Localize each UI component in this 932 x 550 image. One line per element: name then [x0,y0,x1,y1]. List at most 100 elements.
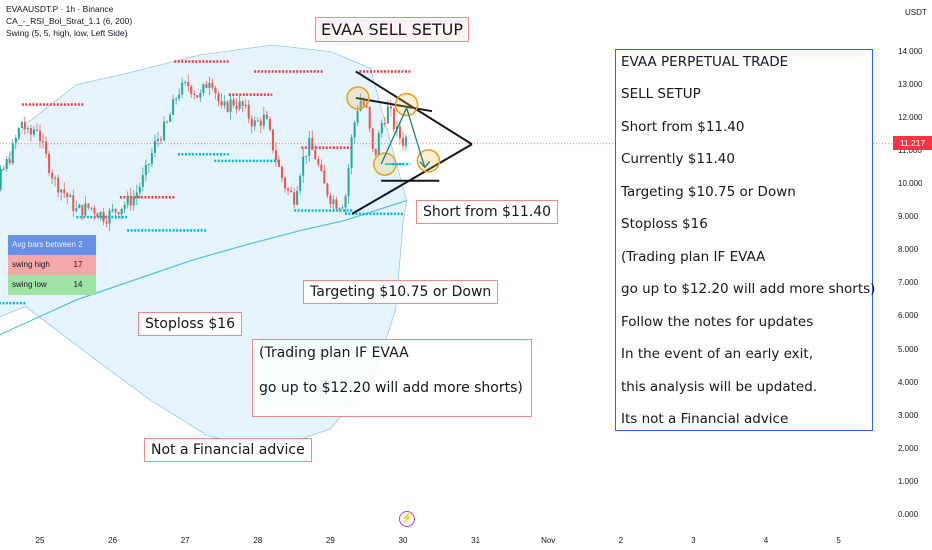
price-tick-label: 14.000 [898,46,923,56]
time-tick-label: 26 [108,536,118,545]
candle-body [314,149,317,160]
candle-body [66,193,69,198]
trading-plan-annotation[interactable]: (Trading plan IF EVAA go up to $12.20 wi… [252,339,532,417]
price-tick-label: 0.000 [898,510,919,519]
target-annotation[interactable]: Targeting $10.75 or Down [303,280,499,304]
candle-body [256,120,259,122]
candle-body [317,159,320,165]
candle-body [120,208,123,215]
candle-body [147,163,150,165]
indicator-swing[interactable]: Swing (5, 5, high, low, Left Side) [6,28,128,38]
plan-line-1: (Trading plan IF EVAA [259,345,409,361]
time-tick-label: 25 [35,536,45,545]
disclaimer-annotation[interactable]: Not a Financial advice [144,438,312,462]
candle-body [244,104,247,107]
candle-body [57,177,60,193]
candle-body [63,189,66,194]
candle-body [129,195,132,206]
candle-body [166,121,169,123]
candle-body [271,129,274,151]
candle-body [42,141,45,143]
notes-line: Currently $11.40 [621,151,735,167]
candle-body [156,139,159,141]
symbol-header[interactable]: EVAAUSDT.P · 1h · Binance [6,4,114,14]
candle-body [362,100,365,106]
candle-body [39,130,41,142]
candle-body [398,126,401,139]
candle-body [150,153,153,164]
candle-body [126,195,129,205]
candle-body [23,121,26,130]
candle-body [123,204,126,209]
candle-body [268,118,271,130]
candle-body [299,175,302,191]
candle-body [20,121,23,129]
candle-body [90,207,93,209]
candle-body [392,108,395,130]
swing-high-value: 17 [73,260,83,269]
candle-body [386,106,389,124]
candle-body [8,159,11,164]
candle-body [208,82,211,88]
candle-body [48,153,51,173]
candle-body [105,221,108,224]
candle-body [347,168,350,197]
candle-body [178,94,181,99]
candle-body [377,133,380,155]
time-tick-label: 4 [763,536,769,545]
candle-body [402,138,404,146]
candle-body [141,174,144,187]
time-tick-label: 28 [253,536,263,545]
last-price-tag: 11.217 [893,136,932,150]
swing-low-label: swing low [12,280,47,289]
time-tick-label: 3 [691,536,696,545]
candle-body [193,93,196,96]
candle-body [181,82,184,95]
candle-body [69,195,72,198]
plan-line-2: go up to $12.20 will add more shorts) [259,380,523,396]
lightning-icon[interactable]: ⚡ [399,511,415,527]
candle-body [114,208,117,213]
notes-line: Short from $11.40 [621,119,745,135]
indicator-rsi-bol[interactable]: CA_-_RSI_Bol_Strat_1.1 (6, 200) [6,16,133,26]
pivot-circle [416,149,441,173]
candle-body [344,196,347,208]
pivot-circle [394,92,419,117]
candle-body [60,189,63,193]
short-entry-annotation[interactable]: Short from $11.40 [416,200,559,224]
candle-body [277,159,280,167]
candle-body [87,203,90,208]
candle-body [135,192,138,198]
candle-body [117,212,120,215]
candle-body [99,211,102,218]
candle-body [196,95,199,98]
candle-body [383,123,386,125]
projection-path [380,106,426,168]
candle-body [211,82,214,88]
stoploss-annotation[interactable]: Stoploss $16 [138,312,243,336]
price-tick-label: 12.000 [898,112,923,122]
candle-body [338,208,341,210]
price-tick-label: 3.000 [898,410,919,420]
time-tick-label: 29 [325,536,335,545]
candle-body [353,122,356,138]
candle-body [75,208,78,212]
candle-body [169,114,172,122]
candle-body [284,177,287,189]
candle-body [96,213,99,218]
candle-body [163,121,166,141]
time-tick-label: 30 [398,536,408,545]
price-tick-label: 8.000 [898,245,919,255]
setup-title-annotation[interactable]: EVAA SELL SETUP [315,17,470,42]
candle-body [184,81,187,83]
notes-line: Targeting $10.75 or Down [621,184,796,200]
price-tick-label: 5.000 [898,344,919,354]
trade-notes-panel[interactable]: EVAA PERPETUAL TRADE SELL SETUP Short fr… [615,49,875,431]
candle-body [187,81,190,87]
candle-body [374,148,377,155]
candle-body [17,128,20,138]
candle-body [81,204,84,216]
notes-line: this analysis will be updated. [621,379,818,395]
candle-body [380,123,383,134]
candle-body [265,114,268,119]
